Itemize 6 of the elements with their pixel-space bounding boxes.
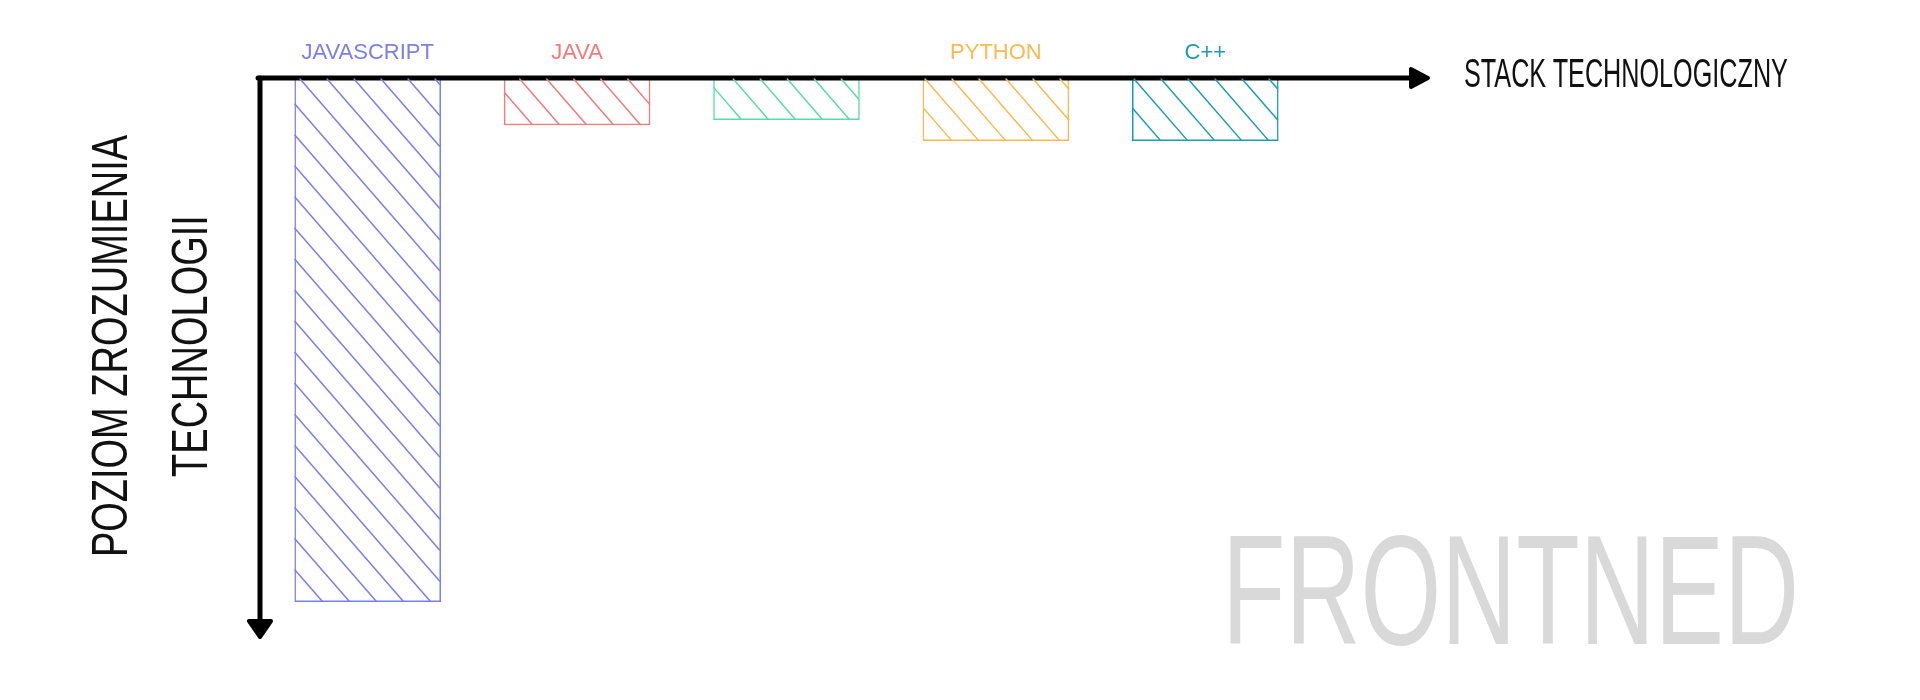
y-axis-title: POZIOM ZROZUMIENIA TECHNOLOGII	[81, 133, 219, 560]
x-tick-label: JAVASCRIPT	[301, 38, 434, 64]
x-tick-label: C++	[1184, 38, 1227, 64]
x-axis-title: STACK TECHNOLOGICZNY	[1464, 51, 1788, 95]
x-tick-label: PYTHON	[950, 38, 1042, 64]
x-tick-label: JAVA	[551, 38, 604, 64]
